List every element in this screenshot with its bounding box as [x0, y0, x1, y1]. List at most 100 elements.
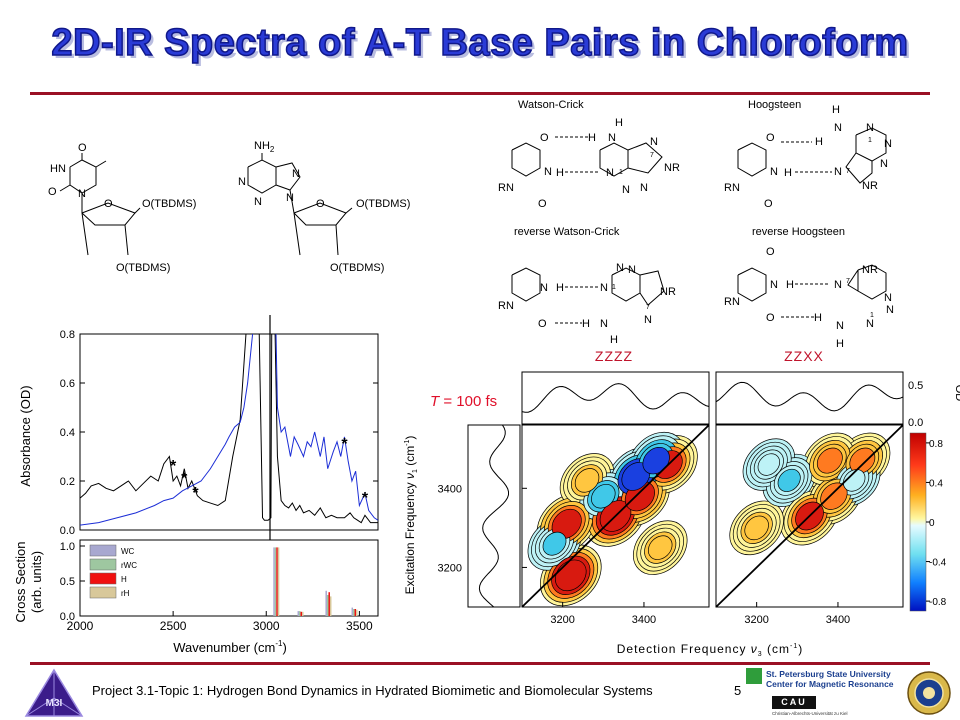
title-underline: [30, 92, 930, 95]
wc-n6: N: [640, 182, 648, 194]
cross-section-bar: [274, 547, 277, 616]
rhg-n5: N: [866, 318, 874, 330]
ir-ytick-label: 3400: [438, 483, 462, 495]
absorbance-chart: ***** 0.00.20.40.60.8 Absorbance (OD) 0.…: [13, 315, 379, 655]
hg-n3: N: [834, 166, 842, 178]
rwc-num1: 1: [612, 284, 616, 291]
ir-peak-contour: [647, 535, 673, 560]
structures-figure: O HN O N O O(TBDMS) O(TBDMS) NH2 N N N N…: [48, 99, 894, 350]
annotation-star: *: [192, 485, 199, 502]
page-title: 2D-IR Spectra of A-T Base Pairs in Chlor…: [51, 21, 909, 65]
hg-o2: O: [764, 198, 773, 210]
thy-sub2: O(TBDMS): [116, 262, 170, 274]
legend-label: rWC: [121, 561, 137, 570]
excitation-ylabel: Excitation Frequency ν1 (cm-1): [403, 436, 419, 595]
rhg-o2: O: [766, 312, 775, 324]
zzzz-top-spectrum-trace: [521, 383, 710, 413]
rhg-h3: H: [836, 338, 844, 350]
cs-ytick-label: 0.0: [60, 611, 75, 623]
rhg-rn: RN: [724, 296, 740, 308]
cross-section-bar: [329, 596, 332, 616]
hg-h3: H: [784, 167, 792, 179]
ir-ytick-label: 3200: [438, 562, 462, 574]
wc-n3: N: [606, 167, 614, 179]
colorbar-tick-label: -0.8: [929, 597, 947, 608]
ir-peak-contour: [757, 453, 781, 476]
ir-xtick-label: 3200: [744, 614, 768, 626]
zzxx-2d-panel: [715, 424, 904, 608]
cross-section-bar: [354, 609, 357, 616]
hg-h1: H: [832, 104, 840, 116]
rhg-num1: 1: [870, 312, 874, 319]
wc-h3: H: [556, 167, 564, 179]
cs-ytick-label: 1.0: [60, 541, 75, 553]
cross-section-bar: [302, 611, 304, 616]
ade-nh2: NH2: [254, 140, 275, 154]
rwc-n1: N: [540, 282, 548, 294]
m3i-logo: M3I: [24, 668, 84, 717]
ade-sub1: O(TBDMS): [356, 198, 410, 210]
m3i-logo-text: M3I: [46, 698, 63, 709]
ade-ring-o: O: [316, 198, 325, 210]
wc-num1: 1: [619, 169, 623, 176]
cross-section-bar: [325, 590, 327, 616]
rhg-n1: N: [770, 279, 778, 291]
od-tick-05: 0.5: [908, 380, 923, 392]
wc-h1: H: [588, 132, 596, 144]
absorbance-ytick-label: 0.2: [60, 476, 75, 488]
zzxx-label: ZZXX: [784, 348, 824, 364]
hg-n6: N: [880, 158, 888, 170]
legend-swatch: [89, 558, 117, 571]
colorbar-tick-label: 0: [929, 518, 935, 529]
rwc-h1: H: [556, 282, 564, 294]
wc-n5: N: [622, 184, 630, 196]
zzxx-diagonal: [715, 424, 904, 608]
rhg-h2: H: [814, 312, 822, 324]
legend-swatch: [89, 544, 117, 557]
hg-h2: H: [815, 136, 823, 148]
cross-section-bar: [273, 547, 275, 616]
od-tick-00: 0.0: [908, 417, 923, 429]
ir-peak-contour: [591, 483, 616, 509]
hg-n1: N: [834, 122, 842, 134]
rhg-label: reverse Hoogsteen: [752, 226, 845, 238]
wavenumber-xlabel: Wavenumber (cm-1): [173, 639, 287, 655]
thy-sub1: O(TBDMS): [142, 198, 196, 210]
rwc-rn: RN: [498, 300, 514, 312]
footer-text: Project 3.1-Topic 1: Hydrogen Bond Dynam…: [92, 683, 653, 698]
annotation-star: *: [181, 470, 188, 487]
legend-label: rH: [121, 589, 130, 598]
ir-peak-contour: [542, 531, 567, 556]
rwc-n4: N: [616, 262, 624, 274]
wc-n1: N: [608, 132, 616, 144]
rwc-h2: H: [582, 318, 590, 330]
zzzz-top-spectrum-box: [521, 371, 710, 425]
rwc-n5: N: [628, 264, 636, 276]
rhg-n2: N: [834, 279, 842, 291]
ir-xtick-label: 3400: [826, 614, 850, 626]
side-spectrum-trace: [478, 424, 509, 608]
cross-section-bar: [299, 611, 301, 616]
hg-o1: O: [766, 132, 775, 144]
rhg-num7: 7: [846, 278, 850, 285]
zzzz-diagonal: [521, 424, 710, 608]
cross-section-bar: [351, 607, 354, 616]
ir-peak-contour: [744, 515, 769, 541]
cau-logo: CAU: [772, 696, 816, 709]
cs-xtick-label: 2500: [160, 619, 187, 633]
absorbance-ytick-label: 0.8: [60, 329, 75, 341]
cau-subtitle: Christian-Albrechts-Universität zu Kiel: [772, 711, 848, 716]
ade-n7: N: [292, 168, 300, 180]
od-label: OD: [953, 385, 960, 402]
hg-num7: 7: [846, 168, 850, 175]
ade-sub2: O(TBDMS): [330, 262, 384, 274]
wc-n2: N: [544, 166, 552, 178]
rwc-nr: NR: [660, 286, 676, 298]
waiting-time-label: T = 100 fs: [430, 393, 497, 410]
absorbance-ylabel: Absorbance (OD): [18, 385, 33, 486]
ade-n1: N: [238, 176, 246, 188]
hg-n4: N: [866, 122, 874, 134]
annotation-star: *: [170, 458, 177, 475]
ir-xtick-label: 3200: [550, 614, 574, 626]
legend-label: H: [121, 575, 127, 584]
